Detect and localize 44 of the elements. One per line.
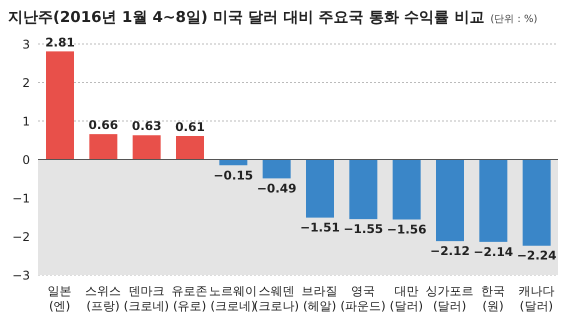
bar [262,160,291,178]
bar [306,160,334,218]
bar [176,136,204,160]
bar [479,160,508,242]
x-tick-label: 스위스 (프랑) [85,284,121,313]
y-tick-label: 2 [22,76,30,90]
bar [46,51,74,160]
data-label: 0.61 [175,120,205,134]
chart-title: 지난주(2016년 1월 4~8일) 미국 달러 대비 주요국 통화 수익률 비교 [8,8,484,27]
x-tick-label: 한국 (원) [481,284,505,313]
x-tick-label: 캐나다 (달러) [518,284,554,313]
bar [132,135,161,160]
data-label: −2.12 [430,244,470,258]
y-tick-label: −3 [12,268,30,282]
bar [436,160,464,242]
x-tick-label: 브라질 (헤알) [302,284,338,313]
y-tick-label: 3 [22,37,30,52]
data-label: −1.56 [386,222,427,237]
data-label: 0.63 [132,119,162,134]
x-tick-label: 영국 (파운드) [340,284,386,313]
bar [219,160,248,166]
x-tick-label: 일본 (엔) [48,284,72,313]
data-label: −0.15 [213,168,254,182]
data-label: 2.81 [45,35,75,50]
bar [89,134,118,160]
x-tick-label: 덴마크 (크로네) [124,284,170,313]
y-tick-label: 0 [22,152,30,167]
bar [522,160,551,246]
bar [349,160,378,220]
data-label: −2.14 [473,244,514,259]
x-tick-label: 스웨덴 (크로나) [254,284,300,313]
bar [392,160,421,220]
data-label: −2.24 [516,248,557,263]
data-label: −1.51 [300,220,340,235]
x-tick-label: 싱가포르 (달러) [426,284,474,313]
data-label: −0.49 [256,181,297,196]
data-label: 0.66 [88,118,118,132]
y-tick-label: −1 [12,191,30,206]
data-label: −1.55 [343,222,384,236]
x-tick-label: 유로존 (유로) [172,284,208,313]
y-tick-label: −2 [12,230,30,244]
chart-subtitle: (단위 : %) [490,13,538,26]
x-tick-label: 대만 (달러) [390,284,424,313]
y-tick-label: 1 [22,114,30,128]
